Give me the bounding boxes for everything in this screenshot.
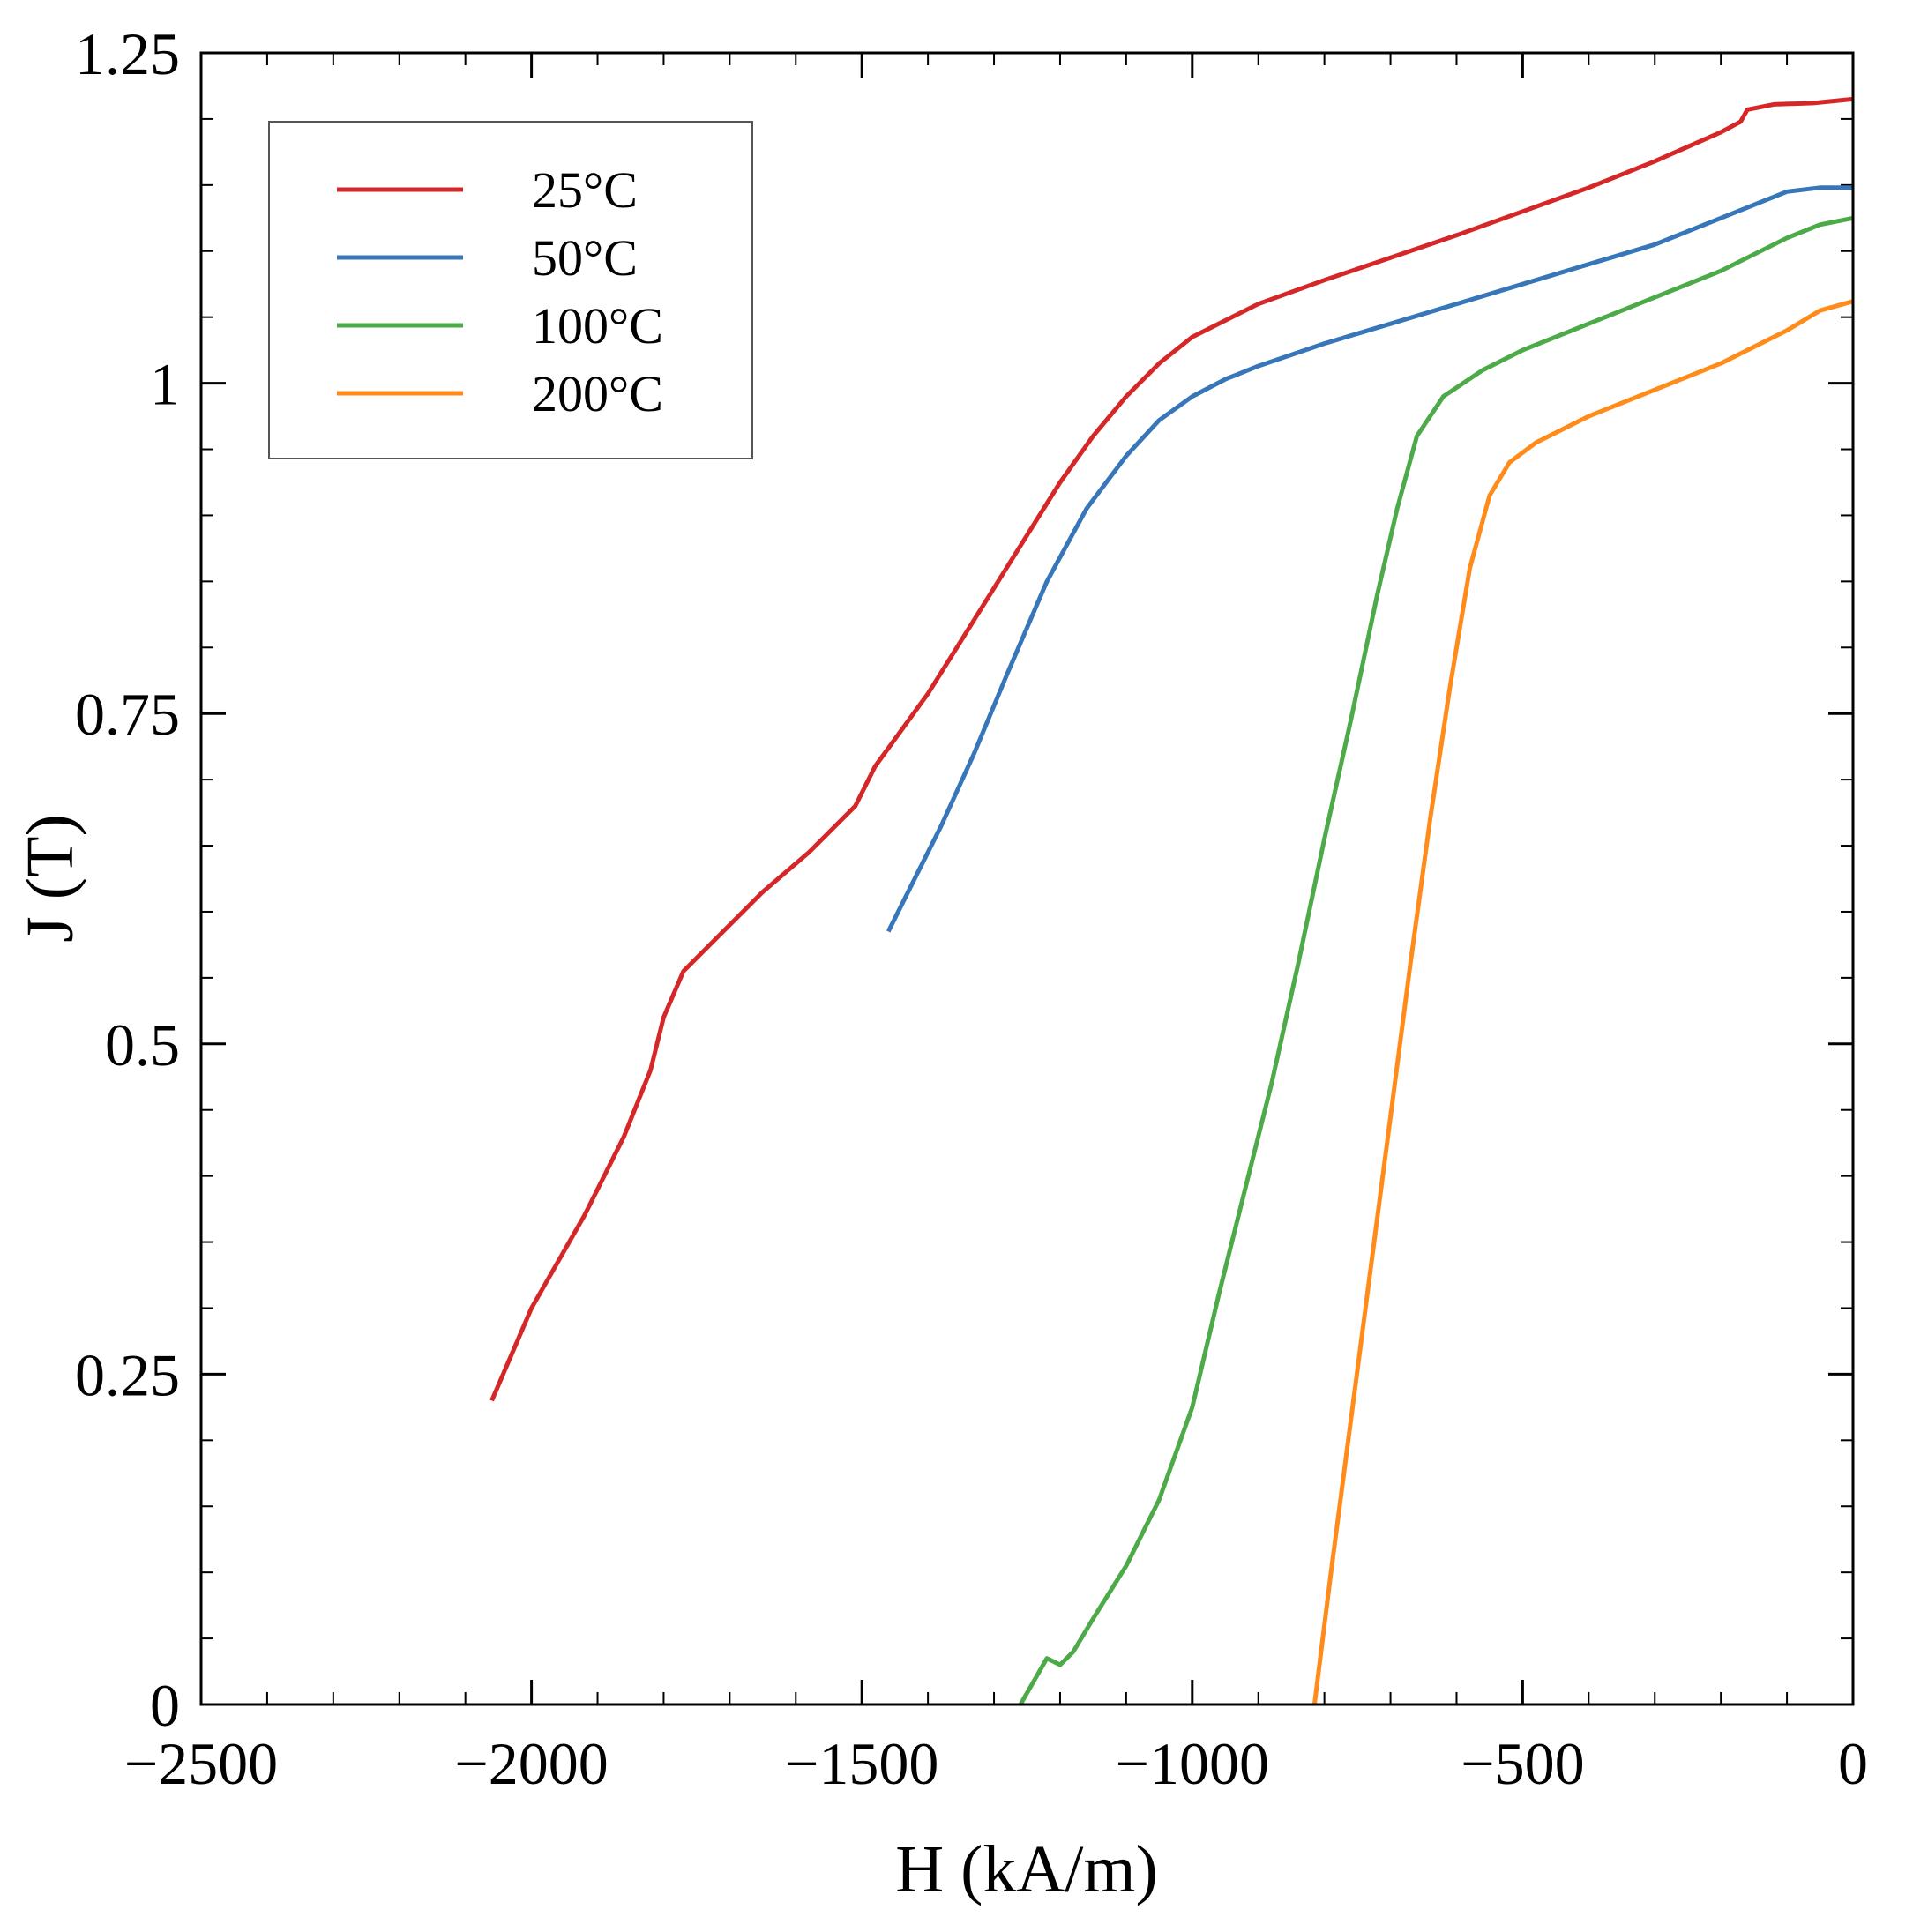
series-lines: [489, 96, 1854, 1706]
tick-labels: −2500 −2000 −1500 −1000 −500 0 0 0.25 0.5 0.75 1 1.…: [75, 20, 1868, 1797]
legend-label-2: 100°C: [532, 297, 663, 354]
y-axis-title: J (T): [13, 814, 87, 943]
legend-items: 25°C 50°C 100°C 200°C: [337, 161, 663, 422]
x-tick-label: −2500: [124, 1730, 278, 1797]
legend-label-3: 200°C: [532, 365, 663, 422]
y-tick-label: 0.25: [75, 1341, 180, 1408]
series-line-3: [1311, 299, 1854, 1705]
x-tick-label: −1500: [785, 1730, 938, 1797]
legend: 25°C 50°C 100°C 200°C: [268, 121, 753, 459]
x-tick-label: 0: [1838, 1730, 1868, 1797]
y-tick-label: 0: [150, 1672, 180, 1739]
plot-frame: [199, 51, 1855, 1706]
legend-box: [268, 121, 753, 459]
y-tick-label: 1.25: [75, 20, 180, 87]
series-line-1: [886, 185, 1853, 933]
x-axis-title: H (kA/m): [895, 1832, 1158, 1906]
series-line-0: [489, 96, 1854, 1402]
series-line-2: [1018, 215, 1854, 1706]
legend-label-0: 25°C: [532, 161, 638, 219]
y-tick-label: 1: [150, 351, 180, 418]
y-tick-label: 0.5: [105, 1011, 180, 1078]
y-tick-label: 0.75: [75, 681, 180, 748]
x-tick-label: −1000: [1116, 1730, 1269, 1797]
x-tick-label: −500: [1461, 1730, 1584, 1797]
legend-label-1: 50°C: [532, 229, 638, 287]
x-tick-label: −2000: [454, 1730, 608, 1797]
